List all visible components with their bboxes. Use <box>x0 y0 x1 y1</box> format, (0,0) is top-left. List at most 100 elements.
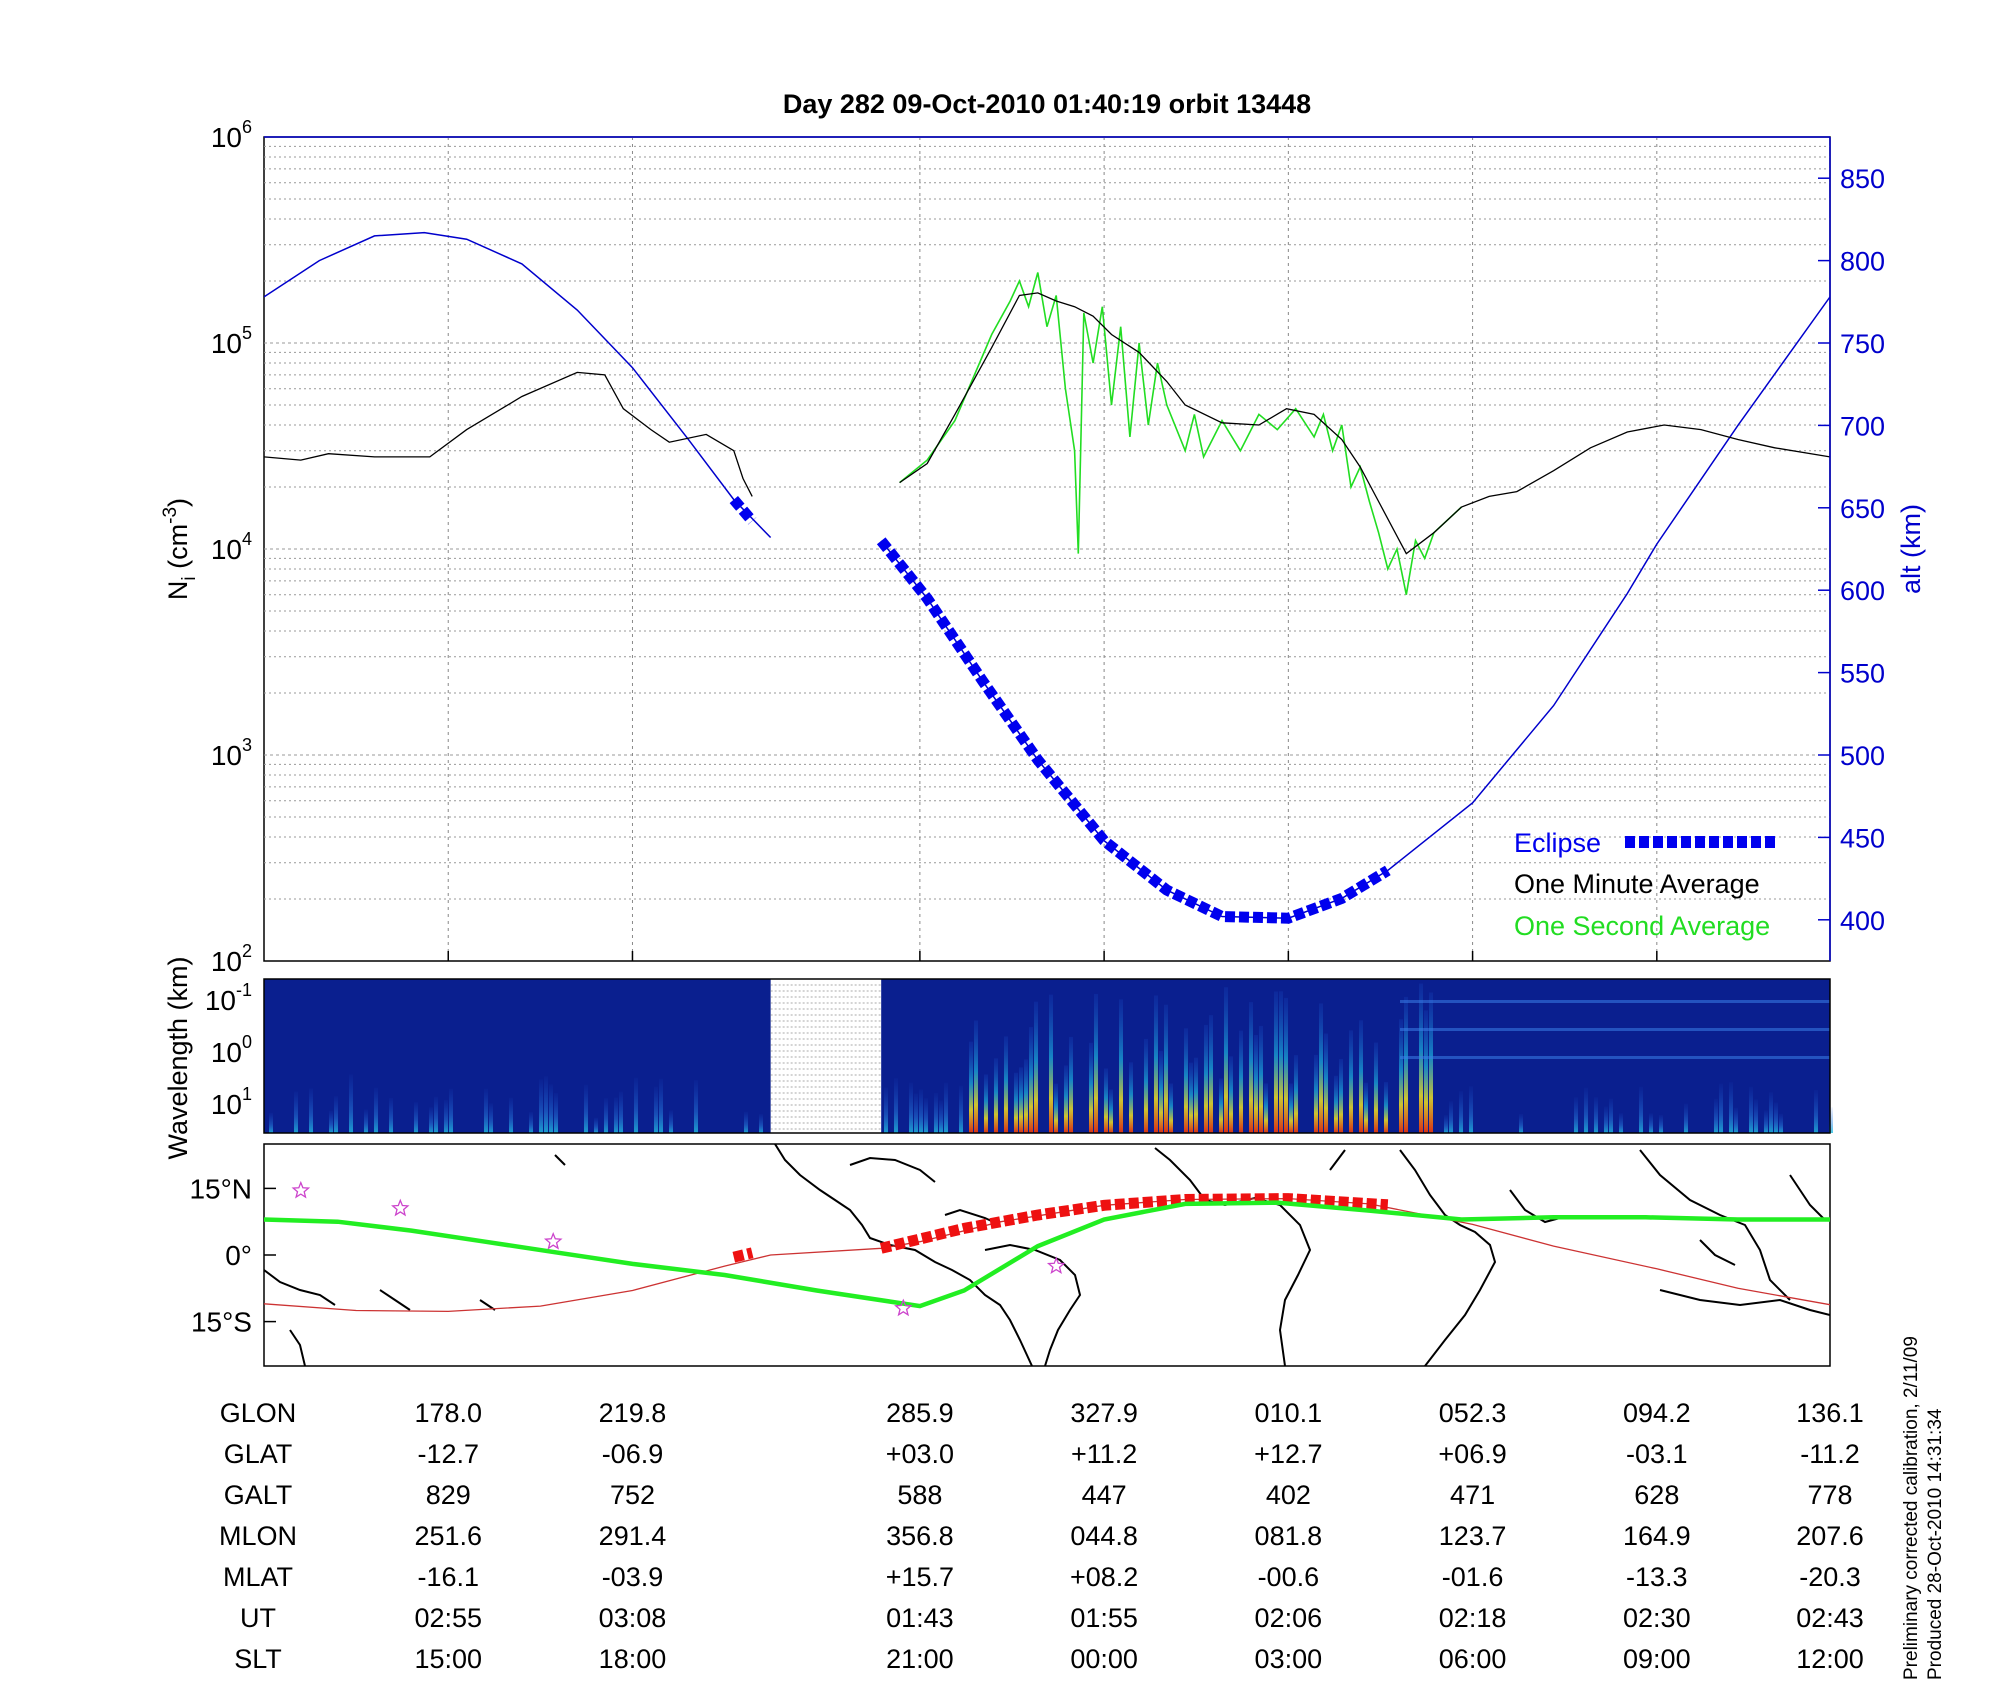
spectrogram-column <box>604 1098 608 1133</box>
spectrogram-column <box>309 1088 313 1133</box>
eclipse-line <box>876 537 1391 924</box>
spectrogram-data-gap <box>770 979 882 1133</box>
orbit-cell: 03:08 <box>599 1603 667 1633</box>
spectrogram-column <box>974 1020 978 1133</box>
spectrogram-column <box>1399 1019 1403 1133</box>
spectrogram-column <box>1284 997 1288 1133</box>
orbit-cell: 01:55 <box>1070 1603 1138 1633</box>
spectrogram-column <box>1204 1024 1208 1133</box>
spectrogram-column <box>654 1086 658 1133</box>
spectrogram-column <box>1374 1042 1378 1133</box>
spectrogram-column <box>1169 1083 1173 1133</box>
spectrogram-column <box>659 1078 663 1133</box>
altitude-y-label: alt (km) <box>1896 504 1926 594</box>
spectrogram-column <box>1519 1113 1523 1133</box>
orbit-cell: -03.9 <box>602 1562 664 1592</box>
altitude-tick-label: 650 <box>1840 494 1885 524</box>
spectrogram-column <box>1444 1115 1448 1133</box>
spectrogram-column <box>1364 1082 1368 1133</box>
map-panel: 15°N 0° 15°S <box>189 1143 1831 1367</box>
spectrogram-column <box>1609 1098 1613 1133</box>
altitude-tick-label: 800 <box>1840 247 1885 277</box>
one-minute-series <box>264 292 1830 555</box>
orbit-row-label: SLT <box>234 1644 282 1674</box>
spectrogram-column <box>1594 1097 1598 1133</box>
spectrogram-column <box>269 1112 273 1133</box>
spectrogram-column <box>984 1074 988 1133</box>
one-second-line <box>899 272 1463 595</box>
one-minute-line <box>264 371 753 497</box>
spectrogram-column <box>1319 1003 1323 1133</box>
altitude-tick-label: 600 <box>1840 576 1885 606</box>
spectrogram-column <box>1769 1092 1773 1133</box>
spectrogram-frame <box>263 978 1831 1134</box>
orbit-cell: 09:00 <box>1623 1644 1691 1674</box>
orbit-cell: 752 <box>610 1480 655 1510</box>
spectrogram-column <box>1349 1030 1353 1133</box>
density-y-tick-label: 102 <box>211 941 252 977</box>
spectrogram-column <box>1164 1004 1168 1133</box>
spectrogram-column <box>1659 1114 1663 1133</box>
spectrogram-column <box>884 1087 888 1133</box>
spectrogram-column <box>634 1077 638 1133</box>
spectrogram-column <box>934 1093 938 1133</box>
orbit-cell: -11.2 <box>1800 1439 1860 1469</box>
spectrogram-column <box>1209 1015 1213 1133</box>
orbit-cell: 010.1 <box>1255 1398 1323 1428</box>
spectrogram-column <box>1094 993 1098 1133</box>
density-panel: 102 103 104 105 106 400 450 500 550 600 650 700 750… <box>160 117 1926 977</box>
altitude-tick-label: 550 <box>1840 659 1885 689</box>
spectrogram-column <box>1054 1083 1058 1133</box>
spectrogram-column <box>1089 1042 1093 1133</box>
footnote-line-2: Produced 28-Oct-2010 14:31:34 <box>1925 1408 1946 1680</box>
spectrogram-column <box>1334 1075 1338 1133</box>
orbit-cell: +15.7 <box>886 1562 954 1592</box>
spectrogram-column <box>1144 1038 1148 1133</box>
spectrogram-column <box>584 1084 588 1133</box>
spectrogram-column <box>1424 1010 1428 1133</box>
spectrogram-column <box>1384 1082 1388 1133</box>
spectrogram-column <box>1749 1086 1753 1133</box>
spectrogram-column <box>329 1110 333 1133</box>
orbit-cell: 447 <box>1082 1480 1127 1510</box>
spectrogram-band <box>1400 1000 1830 1003</box>
map-y-tick-label: 15°N <box>189 1173 252 1204</box>
orbit-cell: +03.0 <box>886 1439 954 1469</box>
spectrogram-column <box>1714 1098 1718 1133</box>
spectrogram-column <box>1254 1034 1258 1133</box>
spectrogram-y-tick-label: 100 <box>211 1032 252 1068</box>
spectrogram-column <box>1449 1101 1453 1133</box>
dip-equator-line <box>264 1200 1830 1309</box>
spectrogram-y-ticks: 10-1 100 101 <box>205 980 252 1120</box>
orbit-row-label: GALT <box>224 1480 293 1510</box>
spectrogram-column <box>919 1089 923 1133</box>
spectrogram-column <box>1429 992 1433 1133</box>
station-star-icon <box>291 1180 311 1199</box>
orbit-row-label: MLON <box>219 1521 297 1551</box>
spectrogram-column <box>1339 1059 1343 1133</box>
density-y-ticks: 102 103 104 105 106 <box>211 117 252 977</box>
orbit-cell: -03.1 <box>1626 1439 1688 1469</box>
orbit-cell: 21:00 <box>886 1644 954 1674</box>
spectrogram-column <box>1184 1028 1188 1133</box>
spectrogram-column <box>1104 1068 1108 1133</box>
map-y-tick-label: 0° <box>225 1240 252 1271</box>
orbit-cell: 052.3 <box>1439 1398 1507 1428</box>
orbit-row-label: GLON <box>220 1398 297 1428</box>
orbit-cell: 829 <box>426 1480 471 1510</box>
spectrogram-column <box>759 1114 763 1133</box>
spectrogram-column <box>1004 1036 1008 1133</box>
eclipse-track-series <box>732 1193 1389 1263</box>
spectrogram-column <box>554 1093 558 1133</box>
spectrogram-column <box>1294 1055 1298 1133</box>
spectrogram-column <box>1229 1056 1233 1133</box>
spectrogram-column <box>1019 1067 1023 1133</box>
footnote: Preliminary corrected calibration, 2/11/… <box>1901 1336 1946 1680</box>
altitude-y-ticks: 400 450 500 550 600 650 700 750 800 850 <box>1818 164 1885 936</box>
orbit-cell: 02:55 <box>414 1603 482 1633</box>
orbit-table: GLON 178.0 219.8 285.9 327.9 010.1 052.3 094.2 1… <box>219 1398 1864 1674</box>
orbit-row-label: GLAT <box>224 1439 293 1469</box>
legend-eclipse: Eclipse <box>1514 828 1601 858</box>
orbit-cell: -12.7 <box>417 1439 479 1469</box>
spectrogram-column <box>544 1076 548 1133</box>
